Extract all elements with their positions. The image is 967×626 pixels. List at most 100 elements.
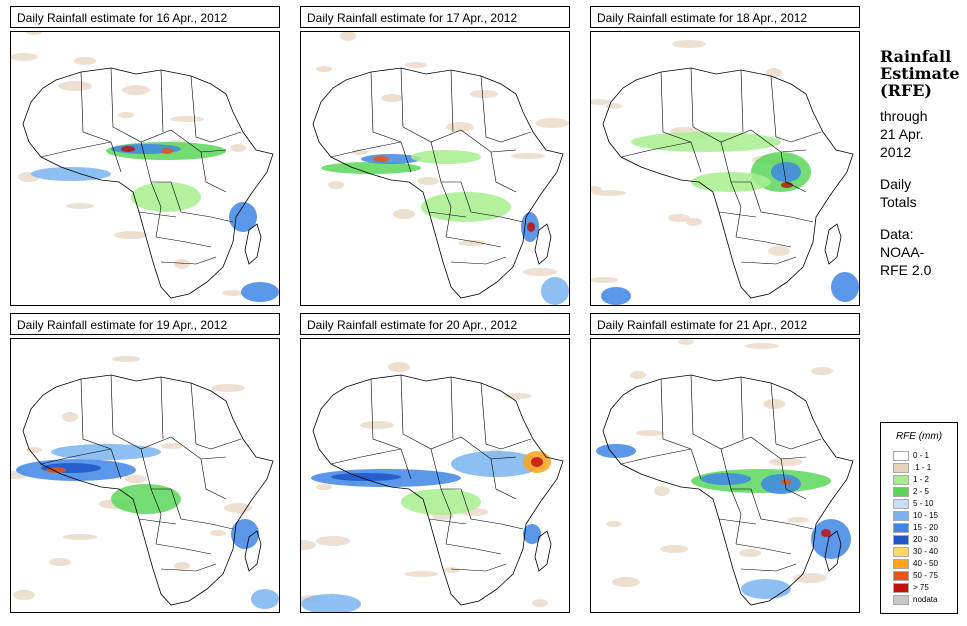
country-border: [330, 141, 402, 158]
country-border: [750, 181, 814, 223]
legend-label: 2 - 5: [913, 487, 930, 496]
country-border: [160, 376, 164, 440]
legend-item: 2 - 5: [893, 487, 955, 497]
africa-map: [11, 32, 279, 302]
rainfall-area: [631, 132, 781, 152]
sidebar-info: Rainfall Estimate (RFE) through 21 Apr. …: [880, 48, 965, 279]
coastline: [602, 374, 854, 606]
dry-area: [74, 57, 96, 65]
dry-area: [405, 62, 427, 68]
dry-area: [660, 545, 688, 553]
dry-area: [511, 153, 545, 159]
country-border: [450, 563, 507, 572]
country-border: [735, 236, 792, 248]
rainfall-map: [300, 338, 570, 613]
country-border: [460, 129, 517, 153]
madagascar-outline: [824, 530, 842, 572]
rainfall-area: [411, 150, 481, 164]
country-border: [400, 374, 462, 450]
coastline: [602, 67, 854, 299]
legend-item: nodata: [893, 595, 955, 605]
country-border: [730, 488, 742, 545]
panel-21-apr: Daily Rainfall estimate for 21 Apr., 201…: [590, 313, 860, 613]
country-border: [690, 67, 752, 143]
country-border: [690, 141, 702, 173]
panel-16-apr: Daily Rainfall estimate for 16 Apr., 201…: [10, 6, 280, 306]
dry-area: [404, 571, 438, 577]
dry-area: [630, 371, 646, 379]
dry-area: [224, 503, 252, 513]
legend-item: 20 - 30: [893, 535, 955, 545]
country-border: [110, 448, 122, 480]
legend-swatch: [893, 571, 909, 581]
dry-area: [230, 144, 246, 152]
coastline: [312, 67, 564, 299]
dry-area: [532, 599, 548, 607]
legend-swatch: [893, 463, 909, 473]
madagascar-outline: [534, 223, 552, 265]
legend-item: .1 - 1: [893, 463, 955, 473]
madagascar-outline: [534, 530, 552, 572]
country-border: [660, 71, 692, 143]
rainfall-area: [541, 277, 569, 305]
panel-title: Daily Rainfall estimate for 18 Apr., 201…: [590, 6, 860, 28]
dry-area: [352, 149, 368, 155]
dry-area: [58, 81, 92, 91]
dry-area: [161, 443, 183, 449]
legend-label: nodata: [913, 595, 938, 604]
legend-label: > 75: [913, 583, 929, 592]
madagascar-outline: [244, 530, 262, 572]
country-border: [190, 382, 212, 450]
country-border: [138, 518, 177, 525]
legend-item: 1 - 2: [893, 475, 955, 485]
country-border: [160, 256, 217, 265]
country-border: [490, 458, 517, 500]
rainfall-area: [229, 202, 257, 232]
daily-text: Daily: [880, 176, 912, 192]
country-border: [500, 131, 532, 143]
legend-label: 20 - 30: [913, 535, 938, 544]
country-border: [370, 71, 402, 143]
dry-area: [11, 53, 38, 61]
country-border: [450, 376, 454, 440]
rainfall-map: [10, 338, 280, 613]
rainfall-area: [373, 156, 389, 162]
dry-area: [636, 430, 664, 436]
dry-area: [591, 277, 618, 283]
dry-area: [174, 562, 190, 570]
dry-area: [360, 421, 394, 429]
legend-swatch: [893, 583, 909, 593]
rainfall-area: [527, 222, 535, 232]
dry-area: [26, 447, 42, 453]
dry-area: [672, 40, 706, 48]
dry-area: [170, 116, 204, 122]
date-line-1: 21 Apr.: [880, 126, 924, 142]
dry-area: [388, 362, 410, 372]
country-border: [740, 256, 797, 265]
dry-area: [114, 231, 148, 239]
legend-label: 1 - 2: [913, 475, 930, 484]
panel-title: Daily Rainfall estimate for 17 Apr., 201…: [300, 6, 570, 28]
country-border: [730, 181, 742, 238]
dry-area: [340, 32, 356, 41]
dry-area: [417, 177, 439, 185]
coastline: [312, 374, 564, 606]
africa-map: [596, 339, 854, 606]
dry-area: [769, 458, 803, 466]
country-border: [440, 488, 452, 545]
legend-label: 5 - 10: [913, 499, 934, 508]
country-border: [330, 448, 402, 465]
rainfall-area: [161, 148, 173, 154]
dry-area: [523, 268, 557, 276]
rainfall-map: [10, 31, 280, 306]
dry-area: [62, 412, 78, 422]
source-line-2: RFE 2.0: [880, 262, 932, 278]
rainfall-area: [121, 146, 135, 152]
dry-area: [444, 567, 460, 573]
totals-text: Totals: [880, 194, 917, 210]
country-border: [110, 141, 122, 173]
country-border: [40, 448, 112, 465]
country-border: [790, 131, 822, 143]
country-border: [490, 151, 517, 193]
panel-title: Daily Rainfall estimate for 20 Apr., 201…: [300, 313, 570, 335]
